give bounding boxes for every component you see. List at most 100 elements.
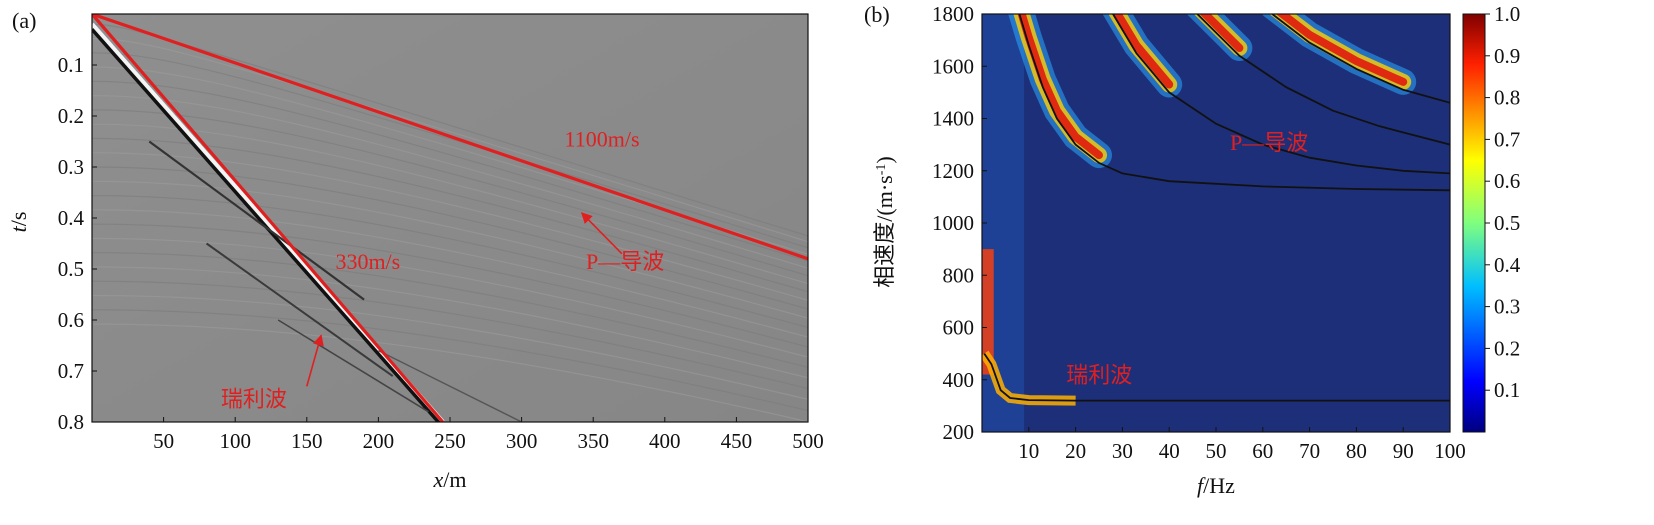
x-tick-label: 50 (153, 429, 174, 453)
panel-b-y-ticks: 200 400 600 800 1000 1200 1400 1600 1800 (932, 2, 987, 444)
x-tick-label: 20 (1065, 439, 1086, 463)
wave-arrival (92, 209, 808, 338)
wave-arrival (92, 252, 808, 368)
colorbar-tick-label: 0.7 (1494, 127, 1520, 151)
wave-arrival (92, 109, 808, 277)
colorbar-tick-label: 0.8 (1494, 86, 1520, 110)
panel-a-x-ticks: 50 100 150 200 250 300 350 400 450 500 (153, 417, 824, 453)
wave-arrival (92, 309, 808, 412)
colorbar-tick-label: 0.2 (1494, 336, 1520, 360)
wave-arrival (92, 195, 808, 329)
x-tick-label: 250 (434, 429, 466, 453)
panel-b-ylabel-end: ) (872, 156, 897, 163)
colorbar-ticks: 0.1 0.2 0.3 0.4 0.5 0.6 0.7 0.8 0.9 1.0 (1485, 2, 1521, 402)
panel-a-ylabel: t/s (6, 212, 31, 233)
colorbar-tick-label: 0.4 (1494, 253, 1521, 277)
colorbar-tick-label: 0.3 (1494, 295, 1520, 319)
panel-b-dispersion: (b) 10 20 30 40 50 60 70 80 90 100 200 400 600 800 10… (864, 2, 1521, 498)
x-tick-label: 200 (363, 429, 395, 453)
colorbar-tick-label: 0.6 (1494, 169, 1520, 193)
y-tick-label: 1000 (932, 211, 974, 235)
x-tick-label: 400 (649, 429, 681, 453)
wave-arrival (92, 23, 808, 237)
wave-arrival (92, 137, 808, 293)
y-tick-label: 1200 (932, 159, 974, 183)
energy-band-core (1199, 14, 1244, 52)
panel-b-heatmap (982, 14, 1417, 432)
dispersion-curve-guided-2 (1112, 14, 1450, 175)
wave-arrival (92, 123, 808, 285)
wave-arrival (92, 266, 808, 379)
energy-band-core (1017, 14, 1103, 160)
x-tick-label: 60 (1252, 439, 1273, 463)
y-tick-label: 600 (943, 316, 975, 340)
dispersion-curve-rayleigh (983, 353, 1450, 402)
x-tick-label: 30 (1112, 439, 1133, 463)
panel-b-ylabel: 相速度/(m·s-1) (872, 156, 897, 287)
panel-a-tag: (a) (12, 8, 36, 33)
high-energy-zone (982, 249, 994, 375)
panel-b-ylabel-sup: -1 (874, 164, 889, 176)
dispersion-curve-guided-4 (1271, 14, 1450, 104)
panel-a-xlabel: x/m (433, 467, 467, 492)
surface-wave-band (378, 349, 522, 422)
panel-a-seismogram: (a) 50 100 150 200 250 300 350 400 450 500 0.1 0.2… (6, 8, 824, 492)
y-tick-label: 0.8 (58, 410, 84, 434)
x-tick-label: 100 (219, 429, 251, 453)
wave-arrival (92, 80, 808, 262)
x-tick-label: 300 (506, 429, 538, 453)
wave-arrival (92, 37, 808, 243)
x-tick-label: 150 (291, 429, 323, 453)
y-tick-label: 0.1 (58, 53, 84, 77)
energy-band-core (1113, 14, 1174, 89)
panel-b-xlabel: f/Hz (1197, 473, 1235, 498)
panel-a-velocity-lines (92, 14, 808, 422)
colorbar-tick-label: 0.9 (1494, 44, 1520, 68)
panel-b-plot-area (982, 14, 1450, 432)
y-tick-label: 800 (943, 263, 975, 287)
x-tick-label: 450 (721, 429, 753, 453)
colorbar-tick-label: 0.5 (1494, 211, 1520, 235)
y-tick-label: 200 (943, 420, 975, 444)
y-tick-label: 0.2 (58, 104, 84, 128)
wave-arrival (92, 223, 808, 348)
colorbar-tick-label: 0.1 (1494, 378, 1520, 402)
annotation-label: P—导波 (1230, 130, 1308, 155)
y-tick-label: 400 (943, 368, 975, 392)
y-tick-label: 1400 (932, 107, 974, 131)
wave-arrival (92, 323, 808, 422)
annotation-arrow (306, 334, 324, 387)
wave-arrival (92, 95, 808, 269)
panel-a-y-ticks: 0.1 0.2 0.3 0.4 0.5 0.6 0.7 0.8 (58, 53, 97, 434)
wave-arrival (92, 237, 808, 358)
surface-wave-band (277, 319, 429, 413)
y-tick-label: 0.3 (58, 155, 84, 179)
x-tick-label: 80 (1346, 439, 1367, 463)
velocity-line (92, 14, 445, 422)
annotation-label: 1100m/s (565, 127, 640, 152)
wave-arrival (92, 52, 808, 249)
x-tick-label: 90 (1393, 439, 1414, 463)
x-tick-label: 70 (1299, 439, 1320, 463)
annotation-label: P—导波 (586, 249, 664, 274)
colorbar-tick-label: 1.0 (1494, 2, 1520, 26)
panel-b-tag: (b) (864, 2, 890, 27)
y-tick-label: 0.7 (58, 359, 84, 383)
annotation-label: 瑞利波 (221, 387, 287, 412)
wave-arrival (92, 166, 808, 310)
panel-b-dispersion-curves (983, 14, 1450, 402)
energy-band-core (1275, 14, 1408, 86)
x-tick-label: 50 (1206, 439, 1227, 463)
x-tick-label: 40 (1159, 439, 1180, 463)
surface-wave-band (205, 242, 394, 377)
x-tick-label: 100 (1434, 439, 1466, 463)
panel-b-xlabel-var: f (1197, 473, 1206, 498)
wave-arrival (92, 294, 808, 400)
panel-a-xlabel-var: x (433, 467, 444, 492)
wave-arrival (92, 280, 808, 390)
y-tick-label: 0.6 (58, 308, 84, 332)
y-tick-label: 1600 (932, 54, 974, 78)
surface-wave-band (148, 140, 365, 301)
